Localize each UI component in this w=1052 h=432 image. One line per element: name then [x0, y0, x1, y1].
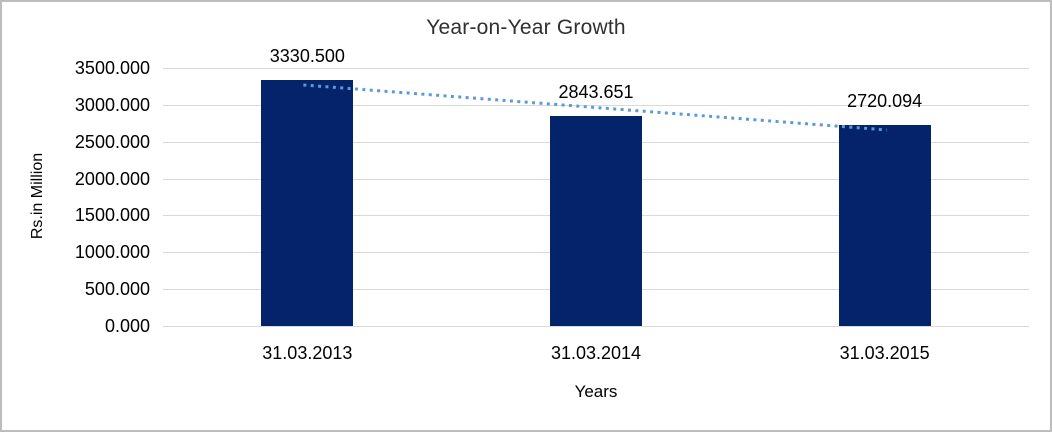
bar: [261, 80, 354, 326]
x-axis-tick-label: 31.03.2014: [550, 343, 642, 363]
gridline: [163, 68, 1029, 69]
y-axis-title: Rs.in Million: [29, 152, 46, 240]
y-axis-tick-label: 3000.000: [74, 94, 150, 115]
bar: [550, 116, 642, 326]
y-axis-tick-label: 500.000: [84, 279, 150, 300]
y-axis-tick-label: 1000.000: [74, 242, 150, 263]
bar-value-label: 2720.094: [847, 91, 923, 112]
bar-value-label: 2843.651: [558, 82, 634, 103]
y-axis-tick-label: 2000.000: [74, 168, 150, 189]
chart-title: Year-on-Year Growth: [426, 16, 626, 39]
y-axis-tick-label: 1500.000: [74, 205, 150, 226]
y-axis-tick-label: 3500.000: [74, 58, 150, 78]
y-axis-tick-label: 2500.000: [74, 131, 150, 152]
x-axis-tick-label: 31.03.2015: [839, 343, 930, 363]
y-axis-tick-label: 0.000: [104, 316, 150, 336]
gridline: [163, 326, 1029, 327]
bar-value-label: 3330.500: [269, 46, 345, 67]
x-axis-tick-label: 31.03.2013: [262, 343, 353, 363]
bar: [838, 125, 931, 326]
x-axis-title: Years: [574, 382, 618, 401]
